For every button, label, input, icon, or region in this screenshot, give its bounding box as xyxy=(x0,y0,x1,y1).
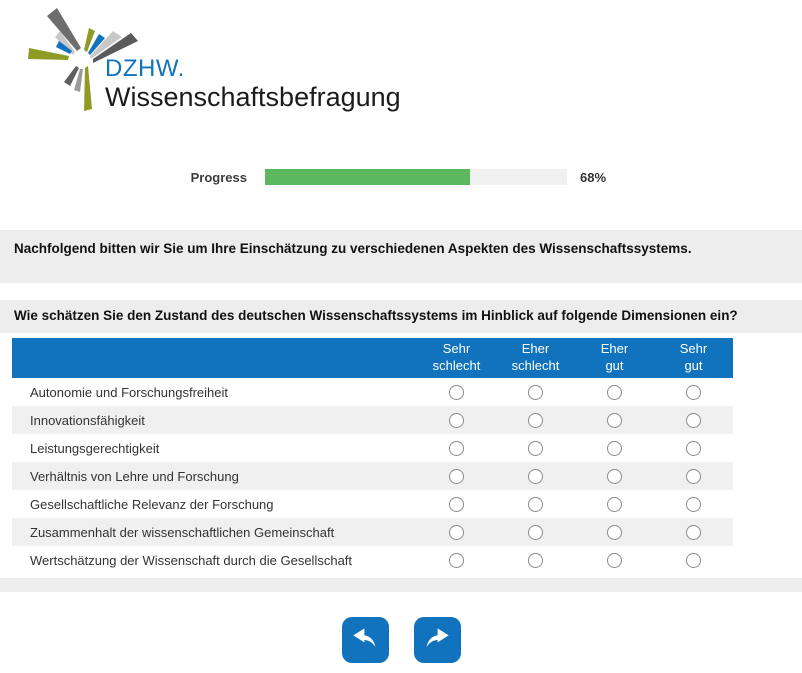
table-row: Innovationsfähigkeit xyxy=(12,406,733,434)
matrix-header-columns: Sehr schlecht Eher schlecht Eher gut Sehr g… xyxy=(417,340,733,376)
forward-arrow-icon xyxy=(426,628,449,647)
radio-button[interactable] xyxy=(528,468,543,484)
logo-brand-text: DZHW. xyxy=(105,55,185,82)
radio-cell xyxy=(575,384,654,400)
radio-cell xyxy=(417,524,496,540)
radio-button[interactable] xyxy=(528,440,543,456)
radio-button[interactable] xyxy=(686,524,701,540)
starburst-icon xyxy=(28,8,138,111)
radio-button[interactable] xyxy=(528,552,543,568)
radio-cell xyxy=(575,552,654,568)
table-row: Wertschätzung der Wissenschaft durch die… xyxy=(12,546,733,574)
logo-subtitle-text: Wissenschaftsbefragung xyxy=(105,82,401,112)
row-label: Autonomie und Forschungsfreiheit xyxy=(30,384,229,400)
radio-cell xyxy=(496,384,575,400)
radio-button[interactable] xyxy=(449,496,464,512)
radio-button[interactable] xyxy=(686,468,701,484)
column-header: Eher schlecht xyxy=(511,341,560,373)
question-text: Wie schätzen Sie den Zustand des deutsch… xyxy=(0,300,802,333)
column-header: Sehr schlecht xyxy=(432,341,481,373)
radio-cell xyxy=(654,412,733,428)
next-button[interactable] xyxy=(413,617,461,663)
radio-button[interactable] xyxy=(686,412,701,428)
radio-cell xyxy=(417,496,496,512)
radio-button[interactable] xyxy=(686,552,701,568)
radio-button[interactable] xyxy=(528,412,543,428)
radio-button[interactable] xyxy=(449,524,464,540)
table-row: Gesellschaftliche Relevanz der Forschung xyxy=(12,490,733,518)
radio-button[interactable] xyxy=(528,384,543,400)
radio-button[interactable] xyxy=(528,524,543,540)
radio-cell xyxy=(417,384,496,400)
radio-cell xyxy=(575,440,654,456)
radio-cell xyxy=(417,440,496,456)
column-header: Sehr gut xyxy=(679,341,708,373)
table-row: Verhältnis von Lehre und Forschung xyxy=(12,462,733,490)
dzhw-logo: DZHW. Wissenschaftsbefragung xyxy=(20,6,401,118)
radio-button[interactable] xyxy=(686,440,701,456)
progress-percent: 68% xyxy=(580,169,607,185)
previous-button[interactable] xyxy=(341,617,389,663)
progress-section: Progress 68% xyxy=(0,169,802,185)
radio-button[interactable] xyxy=(449,384,464,400)
radio-cell xyxy=(496,440,575,456)
back-arrow-icon xyxy=(353,628,376,647)
radio-button[interactable] xyxy=(607,552,622,568)
radio-button[interactable] xyxy=(528,496,543,512)
radio-button[interactable] xyxy=(449,468,464,484)
row-label: Zusammenhalt der wissenschaftlichen Geme… xyxy=(30,524,335,540)
progress-label: Progress xyxy=(190,169,247,185)
radio-cell xyxy=(496,496,575,512)
radio-cell xyxy=(654,552,733,568)
radio-button[interactable] xyxy=(607,412,622,428)
row-label: Wertschätzung der Wissenschaft durch die… xyxy=(30,552,353,568)
matrix-header: Sehr schlecht Eher schlecht Eher gut Sehr g… xyxy=(12,338,733,378)
radio-cell xyxy=(417,552,496,568)
radio-cell xyxy=(575,412,654,428)
radio-cell xyxy=(654,468,733,484)
radio-cell xyxy=(575,468,654,484)
radio-cell xyxy=(654,524,733,540)
radio-button[interactable] xyxy=(449,552,464,568)
table-row: Autonomie und Forschungsfreiheit xyxy=(12,378,733,406)
table-row: Zusammenhalt der wissenschaftlichen Geme… xyxy=(12,518,733,546)
radio-cell xyxy=(575,524,654,540)
radio-cell xyxy=(496,412,575,428)
column-header: Eher gut xyxy=(600,341,629,373)
radio-cell xyxy=(575,496,654,512)
radio-button[interactable] xyxy=(607,496,622,512)
question-footer-strip xyxy=(0,578,802,592)
intro-banner: Nachfolgend bitten wir Sie um Ihre Einsc… xyxy=(0,230,802,283)
radio-cell xyxy=(417,468,496,484)
row-label: Leistungsgerechtigkeit xyxy=(30,440,160,456)
radio-cell xyxy=(654,496,733,512)
radio-button[interactable] xyxy=(449,412,464,428)
row-label: Innovationsfähigkeit xyxy=(30,412,145,428)
radio-cell xyxy=(654,440,733,456)
radio-button[interactable] xyxy=(686,496,701,512)
radio-cell xyxy=(654,384,733,400)
radio-button[interactable] xyxy=(449,440,464,456)
radio-cell xyxy=(417,412,496,428)
radio-button[interactable] xyxy=(607,468,622,484)
matrix-question-table: Sehr schlecht Eher schlecht Eher gut Sehr g… xyxy=(12,338,733,574)
radio-button[interactable] xyxy=(607,384,622,400)
row-label: Gesellschaftliche Relevanz der Forschung xyxy=(30,496,274,512)
radio-cell xyxy=(496,524,575,540)
table-row: Leistungsgerechtigkeit xyxy=(12,434,733,462)
progress-bar-fill xyxy=(265,169,471,185)
radio-button[interactable] xyxy=(686,384,701,400)
navigation-buttons xyxy=(0,617,802,663)
matrix-body: Autonomie und Forschungsfreiheit Innovati… xyxy=(12,378,733,574)
radio-button[interactable] xyxy=(607,524,622,540)
row-label: Verhältnis von Lehre und Forschung xyxy=(30,468,239,484)
radio-cell xyxy=(496,552,575,568)
radio-cell xyxy=(496,468,575,484)
radio-button[interactable] xyxy=(607,440,622,456)
progress-bar xyxy=(265,169,567,185)
